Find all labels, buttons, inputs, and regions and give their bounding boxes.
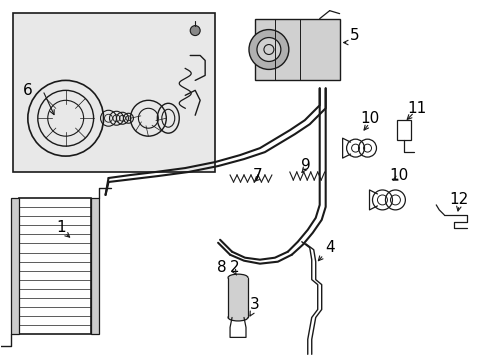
Text: 12: 12	[448, 193, 468, 207]
Bar	[397, 120, 410, 140]
Bar	[11, 198, 19, 334]
Text: 5: 5	[349, 28, 359, 43]
Text: 8: 8	[217, 260, 226, 275]
Bar	[19, 198, 90, 334]
Text: 11: 11	[407, 101, 426, 116]
Text: 6: 6	[23, 83, 33, 98]
Circle shape	[248, 30, 288, 69]
Text: 10: 10	[389, 167, 408, 183]
Bar	[90, 198, 99, 334]
Ellipse shape	[227, 274, 247, 281]
Bar	[227, 278, 247, 318]
Text: 9: 9	[300, 158, 310, 172]
Text: 1: 1	[56, 220, 65, 235]
Circle shape	[190, 26, 200, 36]
Ellipse shape	[227, 314, 247, 321]
Text: 4: 4	[324, 240, 334, 255]
Bar	[13, 13, 215, 172]
Text: 10: 10	[359, 111, 378, 126]
Text: 7: 7	[253, 167, 262, 183]
Text: 3: 3	[249, 297, 259, 312]
Circle shape	[256, 37, 280, 62]
Text: 2: 2	[230, 260, 239, 275]
Bar	[254, 19, 339, 80]
